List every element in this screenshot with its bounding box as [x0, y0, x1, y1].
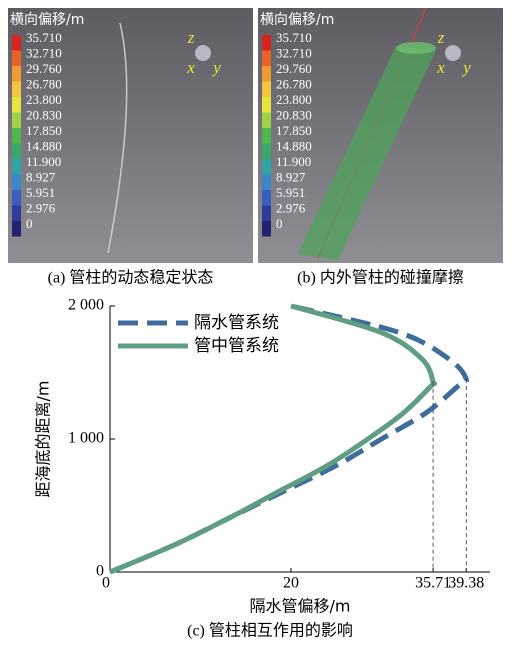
- legend-label: 17.850: [276, 123, 312, 138]
- legend-label: 8.927: [26, 169, 56, 184]
- triad-label: y: [211, 58, 221, 77]
- x-tick-label: 39.38: [448, 575, 484, 592]
- x-axis-label: 隔水管偏移/m: [250, 597, 351, 616]
- legend-label: 35.710: [26, 30, 62, 45]
- legend-label: 23.800: [26, 92, 62, 107]
- legend-title: 横向偏移/m: [260, 12, 334, 28]
- legend-swatch: [12, 175, 21, 191]
- legend-swatch: [262, 113, 271, 129]
- legend-swatch: [262, 82, 271, 98]
- chart-caption: (c) 管柱相互作用的影响: [187, 622, 353, 640]
- legend-label: 5.951: [26, 185, 55, 200]
- legend-swatch: [262, 221, 271, 237]
- legend-label: 隔水管系统: [194, 313, 279, 333]
- legend-swatch: [262, 175, 271, 191]
- y-tick-label: 1 000: [68, 430, 104, 447]
- legend-swatch: [262, 128, 271, 144]
- panels: 横向偏移/m35.71032.71029.76026.78023.80020.8…: [8, 8, 503, 287]
- legend-label: 20.830: [276, 107, 312, 122]
- legend-swatch: [262, 190, 271, 206]
- legend-swatch: [12, 221, 21, 237]
- legend-swatch: [12, 128, 21, 144]
- legend-label: 26.780: [26, 76, 62, 91]
- legend-swatch: [262, 97, 271, 113]
- y-tick-label: 2 000: [68, 297, 104, 314]
- legend-title: 横向偏移/m: [10, 12, 84, 28]
- legend-label: 11.900: [276, 154, 311, 169]
- legend-label: 35.710: [276, 30, 312, 45]
- triad-sphere: [445, 45, 461, 61]
- x-tick-label: 20: [283, 575, 299, 592]
- y-axis-label: 距海底的距离/m: [34, 381, 53, 498]
- legend-swatch: [12, 190, 21, 206]
- panel: 横向偏移/m 35.71032.71029.76026.78023.80020.8…: [258, 8, 503, 287]
- panel-caption: (a) 管柱的动态稳定状态: [48, 269, 214, 287]
- triad-label: y: [461, 58, 471, 77]
- legend-label: 23.800: [276, 92, 312, 107]
- legend-swatch: [12, 82, 21, 98]
- legend-label: 0: [26, 216, 33, 231]
- legend-label: 29.760: [276, 61, 312, 76]
- legend-label: 20.830: [26, 107, 62, 122]
- triad-label: x: [186, 58, 195, 77]
- legend-label: 14.880: [276, 138, 312, 153]
- legend-label: 0: [276, 216, 283, 231]
- panel-caption: (b) 内外管柱的碰撞摩擦: [297, 269, 464, 287]
- page: 横向偏移/m35.71032.71029.76026.78023.80020.8…: [0, 0, 513, 648]
- panel: 横向偏移/m 35.71032.71029.76026.78023.80020.8…: [8, 8, 253, 287]
- legend-swatch: [12, 144, 21, 160]
- legend-label: 5.951: [276, 185, 305, 200]
- legend-label: 2.976: [276, 200, 306, 215]
- legend-swatch: [262, 66, 271, 82]
- legend-swatch: [12, 35, 21, 51]
- legend-swatch: [12, 97, 21, 113]
- legend-label: 26.780: [276, 76, 312, 91]
- legend-label: 17.850: [26, 123, 62, 138]
- x-tick-label: 35.71: [415, 575, 451, 592]
- legend-swatch: [262, 144, 271, 160]
- triad-label: z: [437, 28, 445, 47]
- legend-swatch: [12, 159, 21, 175]
- legend-label: 11.900: [26, 154, 61, 169]
- legend-label: 14.880: [26, 138, 62, 153]
- legend-label: 8.927: [276, 169, 306, 184]
- x-tick-label: 0: [102, 575, 110, 592]
- legend-swatch: [12, 66, 21, 82]
- triad-label: z: [187, 28, 195, 47]
- legend-label: 32.710: [276, 45, 312, 60]
- legend-label: 管中管系统: [194, 336, 279, 356]
- legend-swatch: [262, 206, 271, 222]
- legend-swatch: [12, 113, 21, 129]
- triad-label: x: [436, 58, 445, 77]
- legend-label: 32.710: [26, 45, 62, 60]
- legend-swatch: [12, 51, 21, 67]
- legend-label: 2.976: [26, 200, 56, 215]
- legend-swatch: [12, 206, 21, 222]
- legend-swatch: [262, 159, 271, 175]
- legend-swatch: [262, 35, 271, 51]
- legend-label: 29.760: [26, 61, 62, 76]
- legend-swatch: [262, 51, 271, 67]
- outer-string-top: [396, 42, 436, 54]
- triad-sphere: [195, 45, 211, 61]
